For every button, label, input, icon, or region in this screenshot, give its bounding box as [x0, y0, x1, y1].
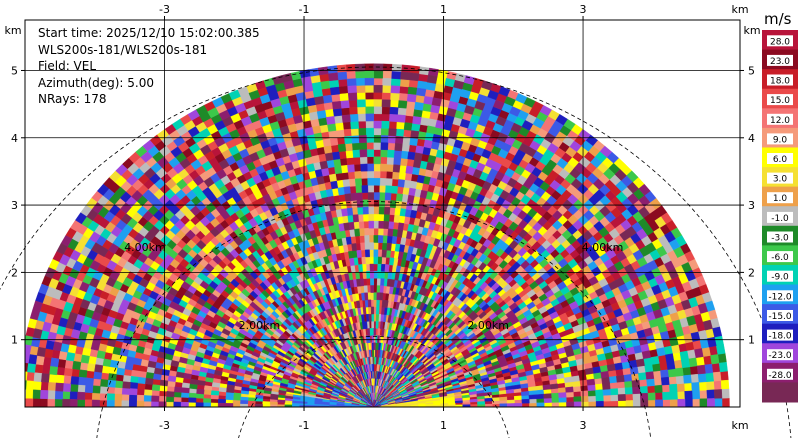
range-ring [238, 336, 510, 438]
colorbar-level-label: -6.0 [771, 253, 789, 263]
velocity-cells [32, 63, 723, 407]
colorbar-label-bg [767, 251, 793, 263]
y-tick-label-right: 4 [748, 132, 755, 145]
velocity-cells [25, 75, 715, 407]
range-ring [0, 66, 792, 438]
field-label: Field: VEL [38, 59, 97, 73]
colorbar-label-bg [767, 113, 793, 125]
colorbar-level-label: 18.0 [770, 77, 790, 87]
colorbar-level-label: -15.0 [768, 312, 792, 322]
colorbar-label-bg [767, 270, 793, 282]
colorbar-label-bg [767, 74, 793, 86]
x-tick-label-top: 3 [580, 3, 587, 16]
range-ring [96, 201, 652, 438]
y-tick-label-left: 1 [11, 334, 18, 347]
start-time-label: Start time: 2025/12/10 15:02:00.385 [38, 26, 260, 40]
y-tick-label-left: 5 [11, 64, 18, 77]
colorbar-level-label: 1.0 [773, 194, 788, 204]
y-tick-label-right: 2 [748, 266, 755, 279]
x-tick-label-bottom: -1 [299, 419, 310, 432]
colorbar-label-bg [767, 349, 793, 361]
colorbar-level-label: 12.0 [770, 116, 790, 126]
x-unit-label-top: km [731, 3, 748, 16]
colorbar-level-label: -18.0 [768, 332, 792, 342]
y-tick-label-left: 2 [11, 266, 18, 279]
colorbar-level-label: -9.0 [771, 273, 789, 283]
colorbar-level-label: -23.0 [768, 351, 792, 361]
x-unit-label-bottom: km [731, 419, 748, 432]
y-tick-label-right: 3 [748, 199, 755, 212]
range-ring-label: 2.00km [239, 319, 281, 332]
colorbar-level-label: -12.0 [768, 292, 792, 302]
x-tick-label-bottom: 1 [440, 419, 447, 432]
y-tick-label-right: 5 [748, 64, 755, 77]
colorbar-level-label: 28.0 [770, 37, 790, 47]
x-tick-label-top: -3 [159, 3, 170, 16]
colorbar-level-label: 3.0 [773, 175, 788, 185]
colorbar-label-bg [767, 290, 793, 302]
colorbar-label-bg [767, 94, 793, 106]
axes-frame [24, 19, 741, 408]
y-unit-label-left: km [4, 24, 21, 37]
azimuth-label: Azimuth(deg): 5.00 [38, 76, 155, 90]
range-ring-label: 4.00km [582, 241, 624, 254]
colorbar-level-label: -3.0 [771, 234, 789, 244]
colorbar-label-bg [767, 54, 793, 66]
y-unit-label-right: km [743, 24, 760, 37]
colorbar-label-bg [767, 231, 793, 243]
x-tick-label-bottom: -3 [159, 419, 170, 432]
axis-ticks: -3 -3 -1 -1 1 1 3 3 1 1 2 2 3 3 4 4 5 5 km km km km [4, 3, 760, 432]
colorbar-label-bg [767, 153, 793, 164]
range-ring-label: 2.00km [467, 319, 509, 332]
colorbar-title: m/s [764, 10, 792, 28]
nrays-label: NRays: 178 [38, 92, 107, 106]
range-ring-label: 4.00km [124, 241, 166, 254]
x-tick-label-top: 1 [440, 3, 447, 16]
y-tick-label-left: 4 [11, 132, 18, 145]
station-label: WLS200s-181/WLS200s-181 [38, 43, 208, 57]
grid-lines [25, 20, 740, 407]
y-tick-label-right: 1 [748, 334, 755, 347]
colorbar-level-label: 6.0 [773, 155, 788, 165]
colorbar-label-bg [767, 172, 793, 184]
colorbar-label-bg [767, 329, 793, 341]
colorbar-level-label: -1.0 [771, 214, 789, 224]
y-tick-label-left: 3 [11, 199, 18, 212]
colorbar-label-bg [767, 35, 793, 47]
colorbar-level-label: 23.0 [770, 57, 790, 67]
x-tick-label-bottom: 3 [580, 419, 587, 432]
colorbar-swatch [762, 382, 798, 403]
colorbar-label-bg [767, 368, 793, 380]
colorbar: 28.0 23.0 18.0 15.0 12.0 9.0 6.0 3.0 1.0 -1.0 -3.0… [762, 30, 798, 403]
colorbar-label-bg [767, 211, 793, 223]
colorbar-level-label: 9.0 [773, 135, 788, 145]
x-tick-label-top: -1 [299, 3, 310, 16]
colorbar-label-bg [767, 310, 793, 321]
velocity-field [25, 63, 730, 407]
colorbar-label-bg [767, 192, 793, 204]
colorbar-level-label: 15.0 [770, 96, 790, 106]
colorbar-level-label: -28.0 [768, 371, 792, 381]
range-rings: 2.00km 2.00km 4.00km 4.00km [0, 66, 792, 438]
colorbar-label-bg [767, 133, 793, 145]
